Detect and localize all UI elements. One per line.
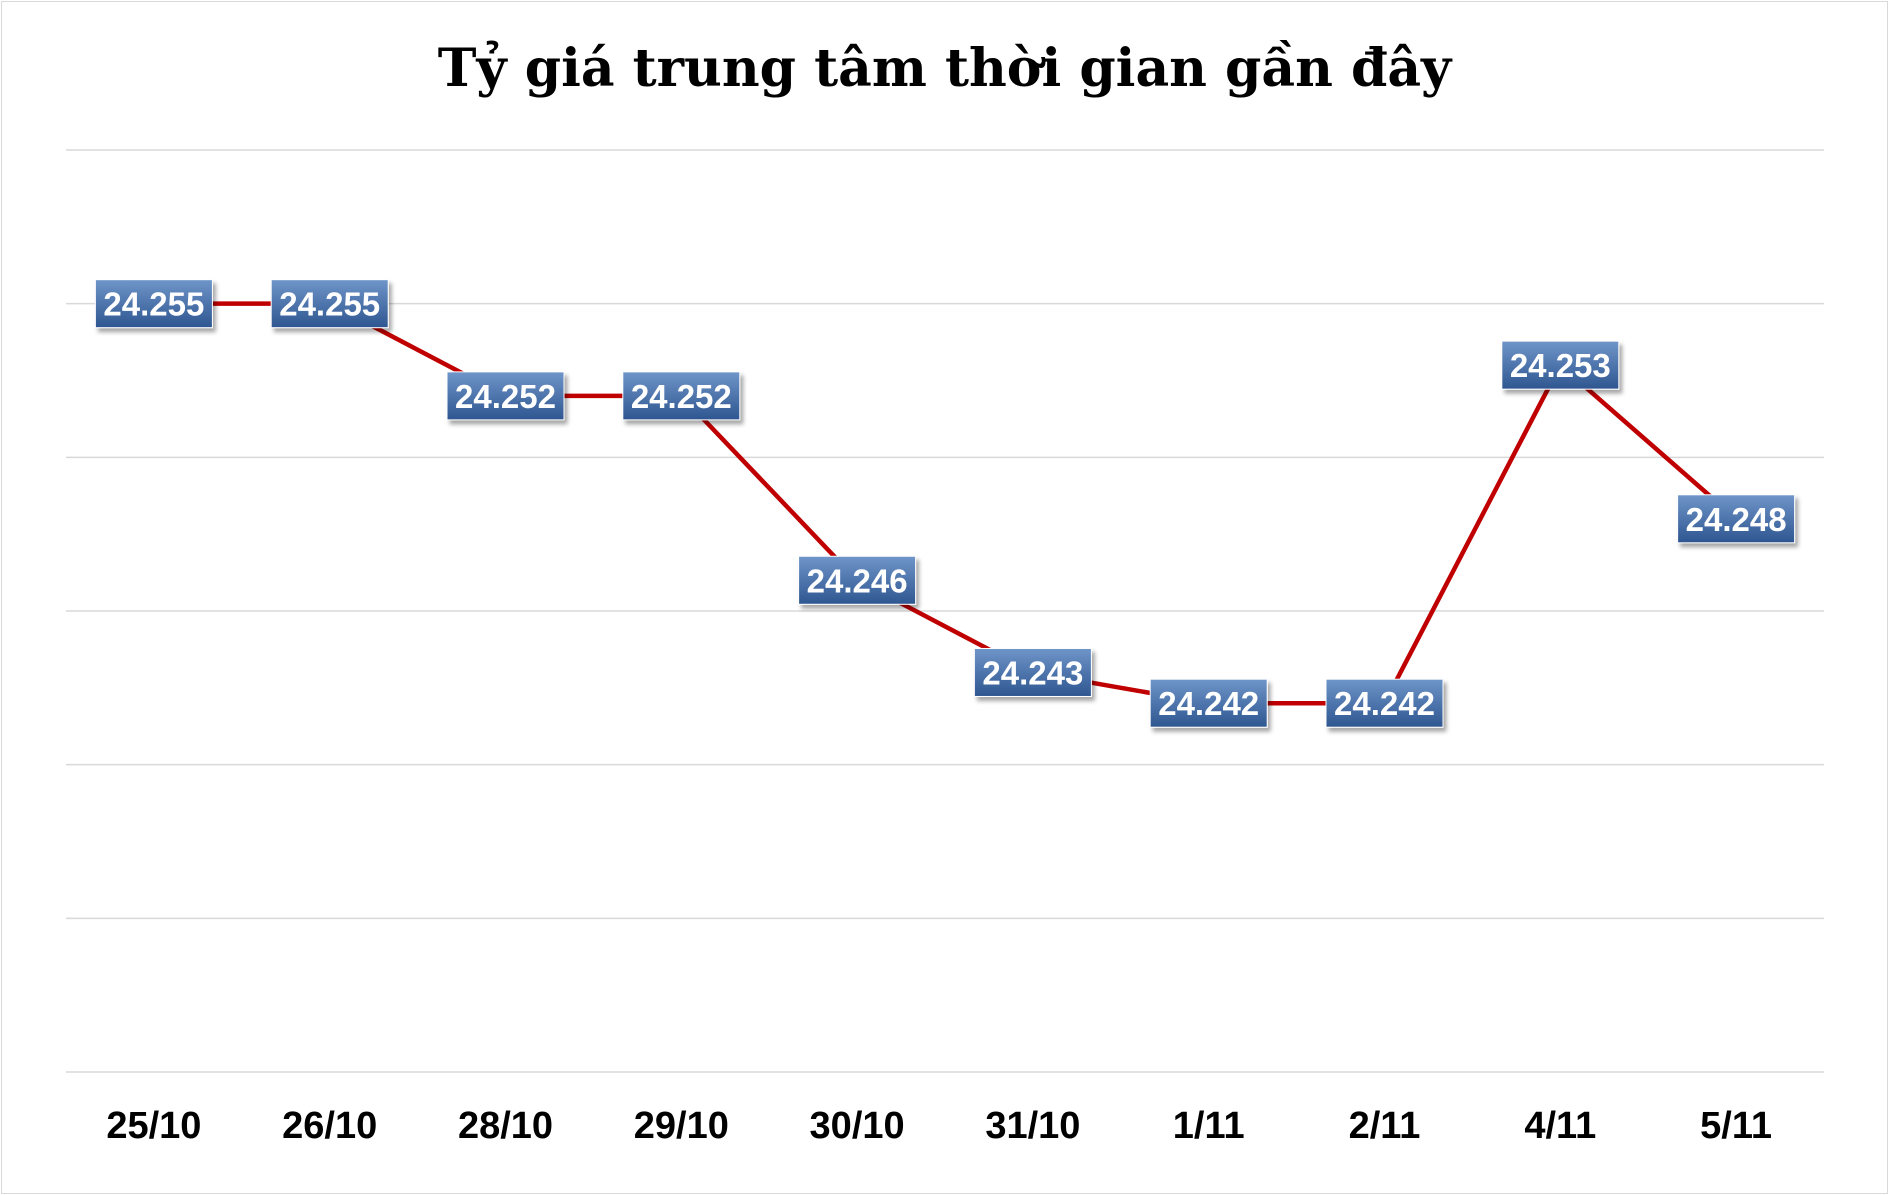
data-label-text: 24.248 [1686,501,1787,538]
data-label-text: 24.253 [1510,347,1611,384]
x-tick-label: 29/10 [634,1105,729,1147]
data-label: 24.255 [94,279,213,329]
data-label-box [1677,494,1796,544]
data-label: 24.243 [973,647,1092,697]
data-label-box [622,371,741,421]
data-label: 24.252 [446,371,565,421]
x-tick-label: 2/11 [1349,1105,1421,1147]
chart-title: Tỷ giá trung tâm thời gian gần đây [437,38,1452,99]
series-line [153,301,1738,706]
data-label-box [973,647,1092,697]
data-label: 24.242 [1325,678,1444,728]
data-label-text: 24.242 [1158,685,1259,722]
data-label: 24.248 [1677,494,1796,544]
x-tick-label: 30/10 [810,1105,905,1147]
x-tick-label: 26/10 [282,1105,377,1147]
data-label-text: 24.255 [279,286,380,323]
x-tick-label: 28/10 [458,1105,553,1147]
data-label: 24.246 [798,555,917,605]
data-label-box [1501,340,1620,390]
data-labels: 24.255 24.255 24.252 24.252 24.246 24.243 24.2… [94,279,1796,728]
series-polyline [153,301,1738,706]
data-label: 24.253 [1501,340,1620,390]
x-axis-ticks: 25/10 26/10 28/10 29/10 30/10 31/10 1/11 2/11 4/… [106,1105,1772,1147]
x-tick-label: 5/11 [1700,1105,1772,1147]
data-label-box [1325,678,1444,728]
data-label: 24.252 [622,371,741,421]
data-label-text: 24.243 [982,654,1083,691]
data-label-box [270,279,389,329]
data-label-text: 24.242 [1334,685,1435,722]
x-tick-label: 31/10 [985,1105,1080,1147]
data-label: 24.255 [270,279,389,329]
x-tick-label: 25/10 [106,1105,201,1147]
data-label: 24.242 [1149,678,1268,728]
data-label-text: 24.252 [455,378,556,415]
data-label-box [446,371,565,421]
x-tick-label: 4/11 [1524,1105,1596,1147]
data-label-box [1149,678,1268,728]
data-label-text: 24.255 [103,286,204,323]
data-label-box [798,555,917,605]
data-label-box [94,279,213,329]
data-label-text: 24.246 [807,562,908,599]
data-label-text: 24.252 [631,378,732,415]
x-tick-label: 1/11 [1173,1105,1245,1147]
